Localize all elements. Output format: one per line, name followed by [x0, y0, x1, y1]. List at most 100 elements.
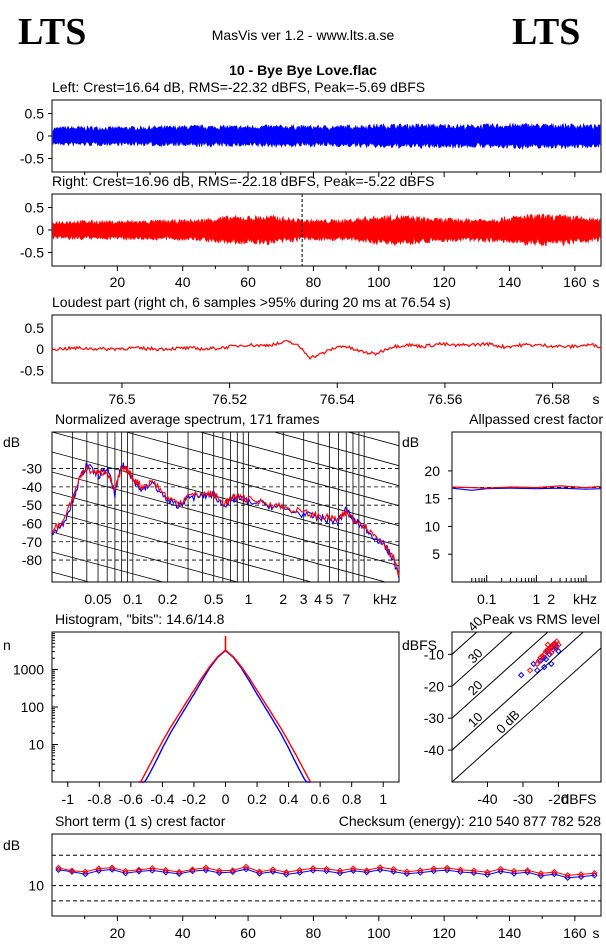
loudest-xtick-4: 76.58 — [535, 391, 570, 407]
stcrest-point-1-23 — [363, 867, 370, 874]
loudest-xtick-2: 76.54 — [320, 391, 355, 407]
spectrum-ytick-0: -30 — [22, 461, 42, 477]
histogram-xtick-6: 0.2 — [247, 791, 267, 807]
peakrms-point-0-14 — [542, 655, 550, 663]
loudest-xtick-1: 76.52 — [212, 391, 247, 407]
peakrms-point-0-0 — [517, 671, 525, 679]
allpass-xtick-1: 1 — [532, 591, 540, 607]
stcrest-point-0-24 — [376, 866, 384, 874]
stcrest-point-1-20 — [323, 865, 330, 873]
peakrms-crest-line-4 — [452, 632, 478, 655]
histogram-xtick-1: -0.8 — [87, 791, 111, 807]
peakrms-crest-label-3: 30 — [465, 645, 486, 666]
stcrest-point-1-29 — [443, 864, 451, 872]
stcrest-point-0-28 — [430, 867, 437, 875]
histogram-ytick-0: 1000 — [13, 662, 44, 678]
allpass-xunit: kHz — [573, 591, 597, 607]
stcrest-point-0-20 — [323, 867, 330, 875]
loudest-xunit: s — [593, 391, 600, 407]
histogram-xtick-8: 0.6 — [310, 791, 330, 807]
stcrest-point-1-21 — [336, 867, 344, 874]
stcrest-point-0-8 — [162, 869, 169, 876]
histogram-frame — [51, 631, 400, 783]
histogram-ytick-2: 10 — [28, 737, 44, 753]
stcrest-point-1-28 — [430, 865, 437, 872]
peakrms-crest-line-2 — [452, 632, 549, 719]
peakrms-ytick-0: -10 — [424, 646, 444, 662]
stcrest-point-1-25 — [390, 866, 397, 873]
stcrest-point-0-2 — [82, 870, 89, 878]
peakrms-point-0-12 — [555, 647, 562, 655]
spectrum-series-1 — [51, 464, 400, 577]
stcrest-frame — [51, 833, 602, 917]
allpass-frame — [451, 431, 602, 583]
histogram-series-1 — [138, 649, 312, 783]
histogram-xtick-10: 1 — [379, 791, 387, 807]
stcrest-point-0-32 — [484, 871, 491, 878]
peakrms-point-1-10 — [553, 638, 560, 645]
spectrum-ytick-2: -50 — [22, 497, 42, 513]
loudest-xtick-0: 76.5 — [108, 391, 135, 407]
peakrms-point-0-10 — [541, 663, 548, 671]
peakrms-ytick-3: -40 — [424, 742, 444, 758]
peakrms-point-1-15 — [551, 644, 559, 652]
peakrms-point-1-14 — [548, 649, 555, 656]
peakrms-point-1-1 — [533, 660, 541, 668]
histogram-ytick-1: 100 — [21, 699, 45, 715]
waveform-xtick-6: 140 — [498, 274, 522, 290]
peakrms-crest-label-0: 0 dB — [493, 707, 523, 737]
stcrest-xtick-6: 140 — [498, 925, 522, 941]
stcrest-point-0-38 — [564, 874, 571, 881]
stcrest-xtick-1: 40 — [175, 925, 191, 941]
stcrest-title: Short term (1 s) crest factor — [55, 813, 226, 829]
logo-left-text: LTS — [18, 11, 86, 53]
peakrms-xtick-1: -30 — [513, 791, 533, 807]
histogram-xtick-2: -0.6 — [119, 791, 143, 807]
spectrum-slope-line-12 — [52, 551, 165, 582]
spectrum-ylabel: dB — [3, 434, 20, 450]
waveform-ytick-0-0: 0.5 — [25, 106, 45, 122]
stcrest-point-1-5 — [122, 867, 129, 875]
stcrest-point-1-24 — [376, 864, 384, 871]
waveform-xtick-4: 100 — [367, 274, 391, 290]
stcrest-point-1-3 — [95, 865, 102, 872]
spectrum-xtick-1: 0.1 — [123, 591, 143, 607]
stcrest-point-0-12 — [216, 869, 223, 877]
stcrest-point-1-36 — [537, 870, 545, 877]
stcrest-point-0-39 — [577, 873, 585, 881]
waveform-signal-0 — [52, 122, 601, 150]
stcrest-point-1-39 — [577, 871, 585, 878]
waveform-signal-1 — [52, 213, 601, 247]
stcrest-point-1-0 — [55, 864, 62, 872]
spectrum-xtick-5: 2 — [279, 591, 287, 607]
stcrest-point-0-33 — [497, 868, 504, 875]
stcrest-point-1-7 — [149, 865, 156, 872]
allpass-title: Allpassed crest factor — [469, 411, 603, 427]
waveform-ytick-1-1: 0 — [36, 222, 44, 238]
allpass-xtick-0: 0.1 — [477, 591, 497, 607]
peakrms-point-0-11 — [548, 660, 555, 668]
allpass-series-1 — [451, 485, 602, 489]
stcrest-xtick-5: 120 — [432, 925, 456, 941]
peakrms-xlabel: dBFS — [561, 791, 596, 807]
spectrum-ytick-5: -80 — [22, 552, 42, 568]
allpass-ytick-2: 10 — [424, 518, 440, 534]
stcrest-point-1-9 — [175, 868, 183, 876]
stcrest-point-1-10 — [189, 866, 196, 873]
allpass-ytick-3: 5 — [432, 546, 440, 562]
spectrum-slope-line-5 — [124, 432, 399, 507]
spectrum-frame — [51, 431, 400, 583]
spectrum-ytick-4: -70 — [22, 534, 42, 550]
waveform-xunit: s — [593, 274, 600, 290]
stcrest-xtick-7: 160 — [563, 925, 587, 941]
loudest-xtick-3: 76.56 — [427, 391, 462, 407]
stcrest-point-0-34 — [510, 870, 518, 877]
waveform-ytick-1-0: 0.5 — [25, 200, 45, 216]
stcrest-point-0-26 — [403, 870, 411, 877]
waveform-xtick-2: 60 — [240, 274, 256, 290]
stcrest-point-1-12 — [216, 867, 223, 874]
peakrms-point-1-12 — [535, 657, 543, 664]
spectrum-slope-line-8 — [52, 471, 399, 567]
stcrest-point-1-26 — [403, 868, 411, 875]
